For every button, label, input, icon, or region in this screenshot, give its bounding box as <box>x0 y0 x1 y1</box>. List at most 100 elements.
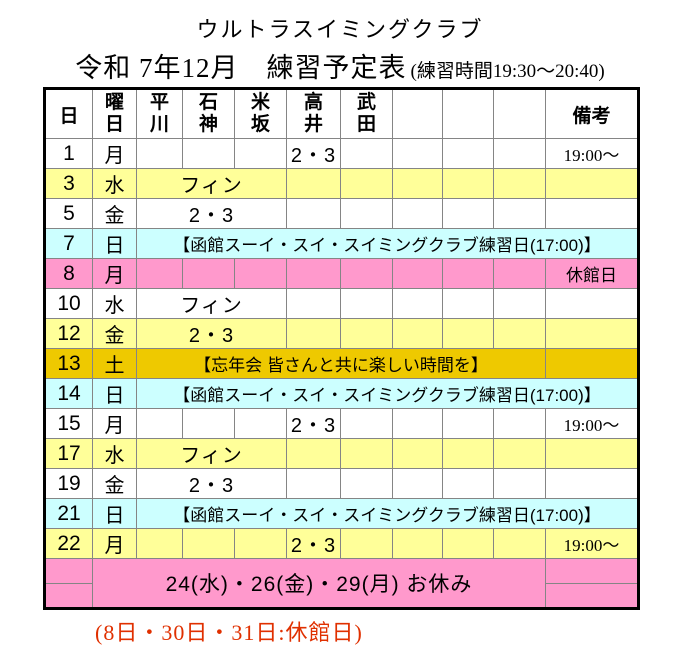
cell-empty <box>392 198 443 229</box>
cell-empty <box>182 138 235 169</box>
coach-name: 石神 <box>198 92 218 135</box>
subtitle-main: 令和 7年12月 練習予定表 <box>75 53 407 83</box>
cell-empty <box>286 318 341 349</box>
cell-weekday: 金 <box>92 198 137 229</box>
cell-empty <box>493 408 546 439</box>
cell-remarks <box>545 168 639 199</box>
cell-weekday: 月 <box>92 138 137 169</box>
cell-empty <box>392 258 443 289</box>
coach-name: 武田 <box>356 92 376 135</box>
cell-empty <box>392 438 443 469</box>
cell-empty <box>136 258 183 289</box>
cell-empty <box>442 528 494 559</box>
cell-empty <box>340 528 393 559</box>
schedule-row-dec15: 15 月 2・3 19:00～ <box>44 408 639 439</box>
schedule-row-dec21: 21 日 【函館スーイ・スイ・スイミングクラブ練習日(17:00)】 <box>44 498 639 529</box>
cell-event-message: 【函館スーイ・スイ・スイミングクラブ練習日(17:00)】 <box>136 498 639 529</box>
cell-empty <box>392 168 443 199</box>
cell-merged-activity: 2・3 <box>136 318 287 349</box>
club-title: ウルトラスイミングクラブ <box>196 17 484 42</box>
cell-empty <box>392 468 443 499</box>
cell-day: 1 <box>44 138 93 169</box>
cell-merged-activity: フィン <box>136 288 287 319</box>
schedule-row-dec12: 12 金 2・3 <box>44 318 639 349</box>
cell-empty <box>545 558 639 584</box>
cell-remarks: 19:00～ <box>545 138 639 169</box>
cell-empty <box>44 558 93 584</box>
cell-empty <box>136 528 183 559</box>
cell-remarks <box>545 318 639 349</box>
cell-empty <box>340 168 393 199</box>
header-day: 日 <box>44 88 93 139</box>
cell-takai-value: 2・3 <box>286 408 341 439</box>
cell-empty <box>182 258 235 289</box>
cell-empty <box>44 583 93 609</box>
cell-empty <box>392 138 443 169</box>
cell-closing-days: 24(水)・26(金)・29(月) お休み <box>92 558 546 609</box>
cell-empty <box>234 528 287 559</box>
practice-time-note: (練習時間19:30～20:40) <box>410 61 605 82</box>
header-empty-cell <box>392 88 443 139</box>
cell-empty <box>340 468 393 499</box>
cell-empty <box>392 408 443 439</box>
schedule-row-dec1: 1 月 2・3 19:00～ <box>44 138 639 169</box>
cell-empty <box>234 408 287 439</box>
cell-empty <box>442 468 494 499</box>
cell-empty <box>340 258 393 289</box>
cell-day: 12 <box>44 318 93 349</box>
cell-empty <box>442 198 494 229</box>
cell-remarks <box>545 288 639 319</box>
cell-empty <box>286 438 341 469</box>
cell-remarks <box>545 438 639 469</box>
cell-empty <box>493 438 546 469</box>
cell-event-message: 【函館スーイ・スイ・スイミングクラブ練習日(17:00)】 <box>136 378 639 409</box>
header-empty-cell <box>493 88 546 139</box>
cell-merged-activity: フィン <box>136 168 287 199</box>
cell-empty <box>493 288 546 319</box>
cell-weekday: 日 <box>92 378 137 409</box>
cell-weekday: 金 <box>92 468 137 499</box>
schedule-row-dec3: 3 水 フィン <box>44 168 639 199</box>
cell-empty <box>182 408 235 439</box>
closed-days-footnote: (8日・30日・31日:休館日) <box>95 620 363 645</box>
cell-empty <box>234 138 287 169</box>
schedule-row-dec7: 7 日 【函館スーイ・スイ・スイミングクラブ練習日(17:00)】 <box>44 228 639 259</box>
cell-day: 21 <box>44 498 93 529</box>
header-coach-takai: 高井 <box>286 88 341 139</box>
cell-empty <box>392 528 443 559</box>
cell-empty <box>442 168 494 199</box>
cell-takai-value: 2・3 <box>286 528 341 559</box>
cell-remarks: 休館日 <box>545 258 639 289</box>
cell-day: 15 <box>44 408 93 439</box>
cell-empty <box>545 583 639 609</box>
cell-empty <box>340 408 393 439</box>
cell-day: 22 <box>44 528 93 559</box>
cell-day: 5 <box>44 198 93 229</box>
cell-empty <box>136 408 183 439</box>
coach-name: 平川 <box>149 92 169 135</box>
coach-name: 高井 <box>303 92 323 135</box>
cell-empty <box>493 168 546 199</box>
cell-weekday: 月 <box>92 408 137 439</box>
cell-empty <box>234 258 287 289</box>
cell-day: 3 <box>44 168 93 199</box>
cell-empty <box>286 258 341 289</box>
schedule-row-dec5: 5 金 2・3 <box>44 198 639 229</box>
cell-empty <box>493 318 546 349</box>
cell-empty <box>442 318 494 349</box>
cell-empty <box>442 138 494 169</box>
cell-empty <box>493 468 546 499</box>
cell-day: 7 <box>44 228 93 259</box>
cell-weekday: 月 <box>92 528 137 559</box>
cell-weekday: 水 <box>92 438 137 469</box>
header-empty-cell <box>442 88 494 139</box>
header-coach-yonesaka: 米坂 <box>234 88 287 139</box>
cell-empty <box>392 318 443 349</box>
cell-empty <box>286 468 341 499</box>
schedule-row-dec8: 8 月 休館日 <box>44 258 639 289</box>
header-coach-takeda: 武田 <box>340 88 393 139</box>
cell-merged-activity: 2・3 <box>136 468 287 499</box>
cell-empty <box>340 288 393 319</box>
cell-empty <box>340 138 393 169</box>
cell-empty <box>286 288 341 319</box>
